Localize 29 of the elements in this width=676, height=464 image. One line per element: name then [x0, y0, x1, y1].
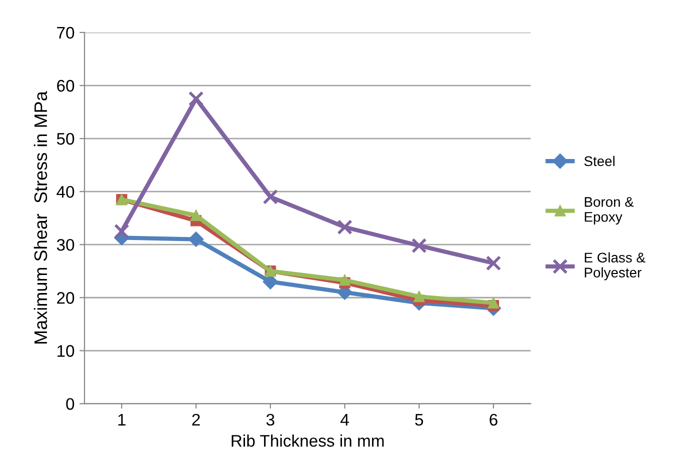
- x-tick-label: 4: [340, 414, 349, 426]
- point: [188, 91, 204, 106]
- y-tick-label: 60: [57, 80, 74, 92]
- point: [414, 291, 425, 302]
- point: [486, 256, 502, 271]
- y-tick-label: 70: [57, 26, 74, 39]
- y-axis-title: Maximum Shear Stress in MPa: [34, 91, 48, 344]
- y-tick-label: 0: [66, 398, 74, 410]
- point: [188, 232, 204, 247]
- legend-label: Boron & Epoxy: [584, 197, 634, 225]
- x-tick-label: 1: [118, 414, 126, 426]
- point: [488, 297, 500, 308]
- x-tick-label: 2: [192, 414, 200, 426]
- point: [114, 224, 130, 239]
- point: [339, 274, 350, 286]
- y-tick-label: 40: [56, 186, 74, 198]
- point: [262, 189, 278, 205]
- point: [337, 219, 352, 235]
- legend-label: Steel: [584, 156, 614, 166]
- y-tick-label: 30: [56, 238, 74, 251]
- y-tick-label: 20: [57, 292, 74, 304]
- y-tick-label: 10: [58, 345, 74, 357]
- x-axis-title: Rib Thickness in mm: [232, 434, 384, 447]
- y-tick-label: 50: [56, 132, 74, 145]
- x-tick-label: 3: [266, 414, 274, 426]
- x-tick-label: 6: [490, 414, 498, 426]
- legend-label: E Glass & Polyester: [584, 252, 646, 280]
- x-tick-label: 5: [415, 414, 424, 426]
- point: [411, 238, 427, 254]
